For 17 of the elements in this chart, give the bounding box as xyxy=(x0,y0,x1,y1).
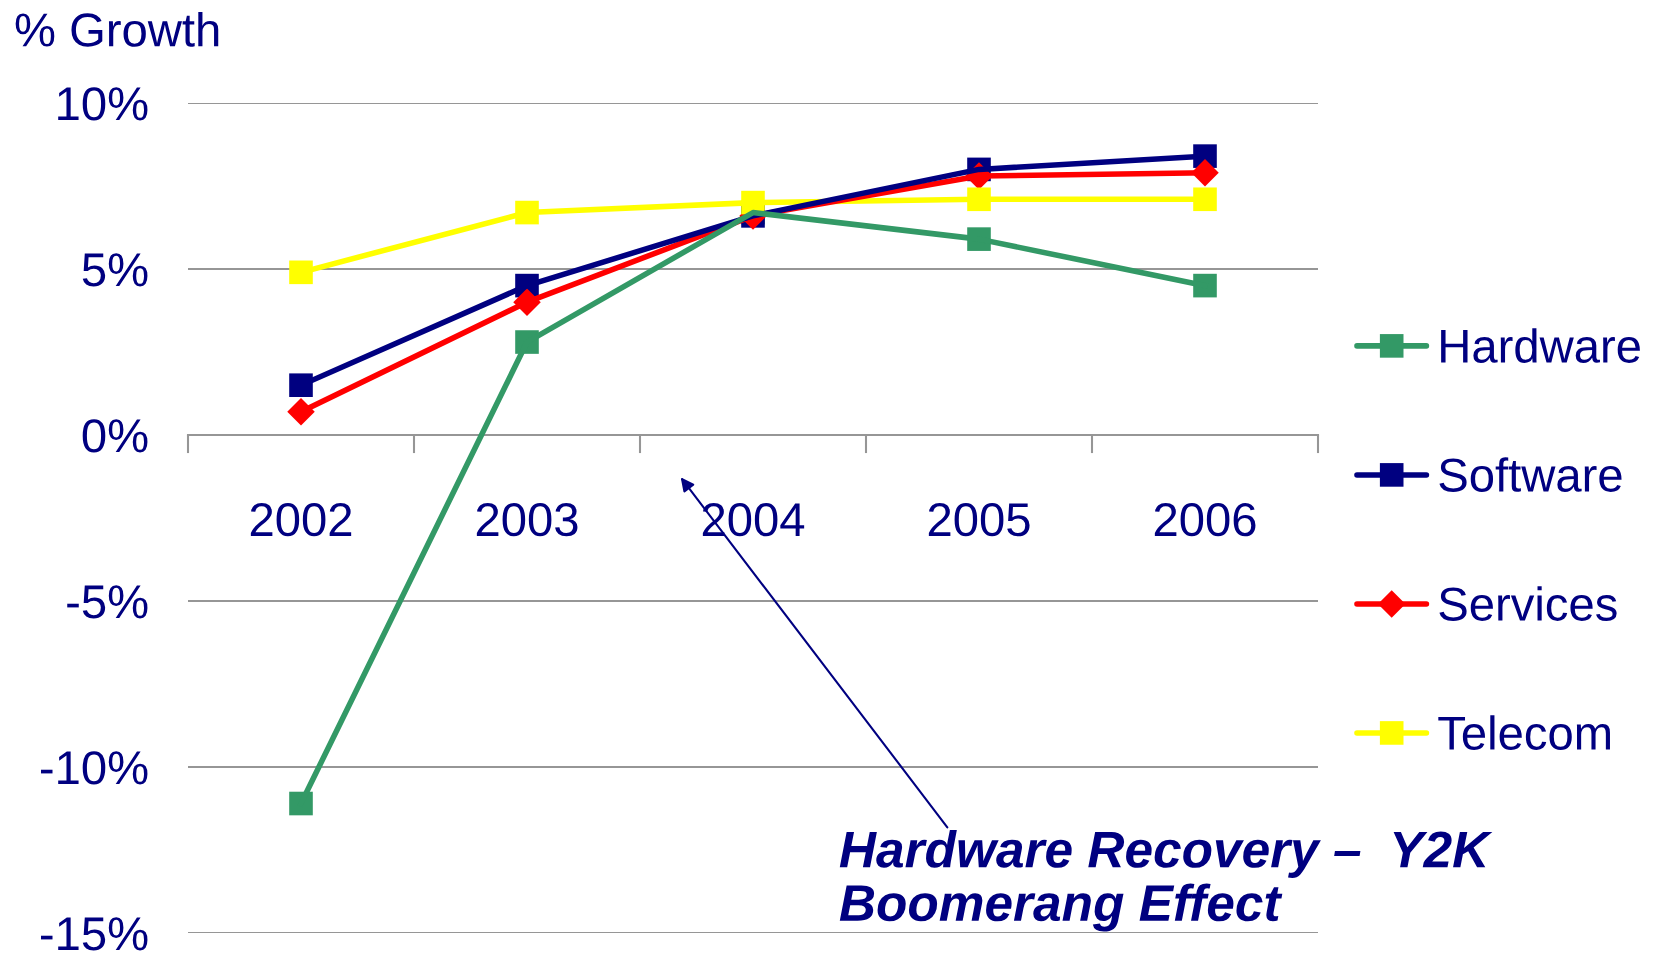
legend-label: Software xyxy=(1439,457,1622,492)
y-tick-label: 10% xyxy=(58,87,148,121)
legend-label: Services xyxy=(1439,586,1617,621)
x-tick-label: 2005 xyxy=(928,502,1030,537)
x-tick-label: 2006 xyxy=(1154,502,1256,537)
x-tick-label: 2003 xyxy=(476,502,578,537)
annotation: Hardware Recovery – Y2K Boomerang Effect xyxy=(839,830,1493,932)
y-tick-label: -10% xyxy=(40,751,148,785)
legend-label: Telecom xyxy=(1438,715,1610,750)
y-tick-label: -15% xyxy=(40,917,148,951)
legend-label: Hardware xyxy=(1441,328,1640,363)
y-axis-title: % Growth xyxy=(15,12,219,47)
y-tick-label: -5% xyxy=(67,585,148,619)
x-tick-label: 2002 xyxy=(250,502,352,537)
point xyxy=(1193,187,1217,212)
y-tick-label: 5% xyxy=(82,253,148,287)
y-tick-label: 0% xyxy=(82,419,148,453)
